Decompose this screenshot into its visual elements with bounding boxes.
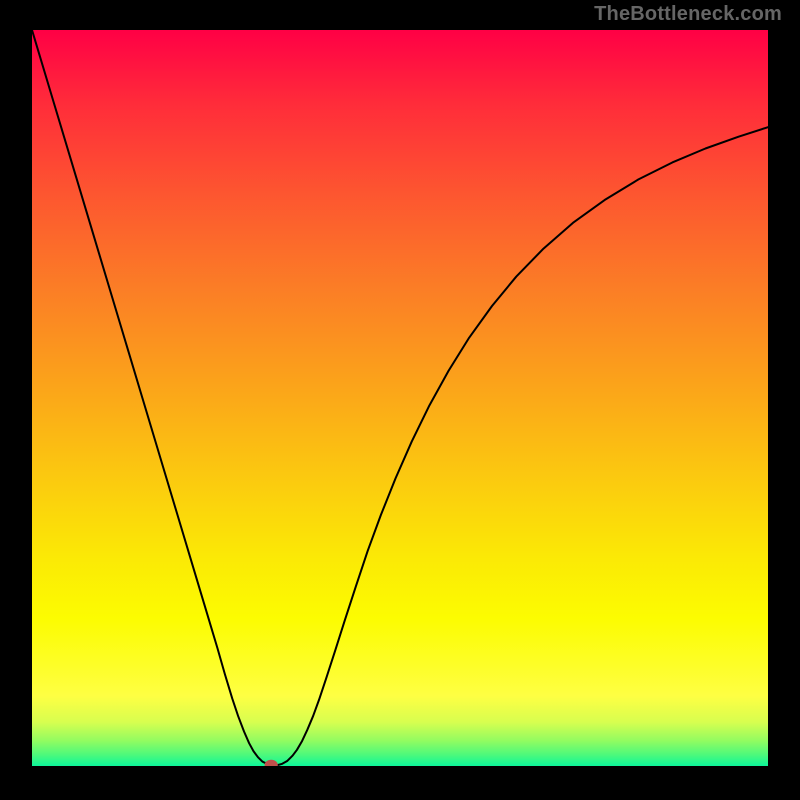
chart-container <box>32 30 768 766</box>
bottleneck-chart <box>32 30 768 766</box>
attribution-text: TheBottleneck.com <box>594 3 782 26</box>
page-root: TheBottleneck.com <box>0 0 800 800</box>
